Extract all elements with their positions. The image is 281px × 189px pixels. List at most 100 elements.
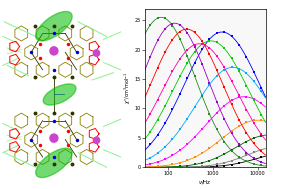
Point (185, 117, 189, 120)
Point (237, 125, 241, 128)
Point (237, 67, 241, 70)
Point (229, 132, 234, 135)
Point (178, 57, 182, 60)
Point (215, 128, 219, 131)
Point (222, 31, 226, 34)
Point (148, 55, 153, 58)
Point (192, 136, 197, 139)
Y-axis label: $\chi''$/cm$^3$mol$^{-1}$: $\chi''$/cm$^3$mol$^{-1}$ (123, 72, 133, 104)
Point (170, 108, 175, 111)
Point (192, 43, 197, 46)
Point (222, 140, 226, 143)
Point (148, 130, 153, 133)
Point (178, 30, 182, 33)
Point (259, 86, 264, 89)
Point (178, 128, 182, 131)
Point (229, 57, 234, 60)
Point (215, 141, 219, 144)
Point (192, 50, 197, 53)
Point (200, 63, 204, 66)
Point (178, 75, 182, 78)
Point (200, 128, 204, 131)
Point (244, 121, 249, 124)
Point (237, 162, 241, 165)
Point (148, 23, 153, 26)
Point (155, 133, 160, 136)
Point (259, 133, 264, 136)
Point (155, 66, 160, 69)
Point (207, 53, 212, 56)
Point (185, 28, 189, 31)
Point (192, 163, 197, 166)
Point (215, 41, 219, 44)
Point (207, 119, 212, 122)
Point (222, 86, 226, 89)
Point (215, 69, 219, 72)
Point (215, 156, 219, 159)
Point (185, 61, 189, 64)
Point (192, 61, 197, 64)
Point (251, 121, 256, 124)
Point (259, 160, 264, 163)
Circle shape (93, 50, 100, 56)
Point (155, 17, 160, 20)
Point (163, 122, 167, 125)
Point (207, 83, 212, 86)
Point (251, 151, 256, 154)
Point (200, 40, 204, 43)
Point (163, 51, 167, 54)
Point (170, 137, 175, 140)
Point (251, 97, 256, 100)
Point (148, 143, 153, 146)
Point (222, 68, 226, 71)
Point (192, 156, 197, 159)
Point (259, 134, 264, 137)
Point (163, 164, 167, 167)
Point (244, 151, 249, 154)
Point (237, 144, 241, 147)
Point (244, 140, 249, 143)
Point (251, 158, 256, 161)
Point (192, 31, 197, 34)
Point (244, 160, 249, 163)
Point (244, 84, 249, 87)
Point (251, 70, 256, 73)
Point (244, 108, 249, 111)
Point (237, 94, 241, 97)
Point (229, 35, 234, 38)
Point (259, 119, 264, 122)
Point (244, 160, 249, 163)
Point (148, 83, 153, 86)
Circle shape (50, 134, 58, 142)
Point (215, 163, 219, 166)
Ellipse shape (43, 84, 76, 105)
Point (155, 98, 160, 101)
Point (155, 165, 160, 168)
Ellipse shape (36, 12, 72, 41)
Point (215, 32, 219, 35)
Point (222, 161, 226, 164)
Point (251, 162, 256, 165)
Point (200, 94, 204, 97)
Point (178, 149, 182, 152)
Point (237, 70, 241, 73)
Point (200, 43, 204, 46)
Point (259, 148, 264, 151)
Point (215, 100, 219, 103)
Point (200, 48, 204, 51)
Point (178, 165, 182, 168)
Point (244, 131, 249, 134)
Point (259, 164, 264, 167)
Point (200, 161, 204, 164)
Point (229, 79, 234, 82)
Point (207, 81, 212, 84)
Point (178, 23, 182, 26)
Point (237, 96, 241, 99)
Point (155, 152, 160, 155)
Point (244, 72, 249, 75)
Point (244, 154, 249, 157)
Point (207, 159, 212, 162)
Point (155, 118, 160, 121)
Point (170, 70, 175, 73)
Point (207, 147, 212, 150)
